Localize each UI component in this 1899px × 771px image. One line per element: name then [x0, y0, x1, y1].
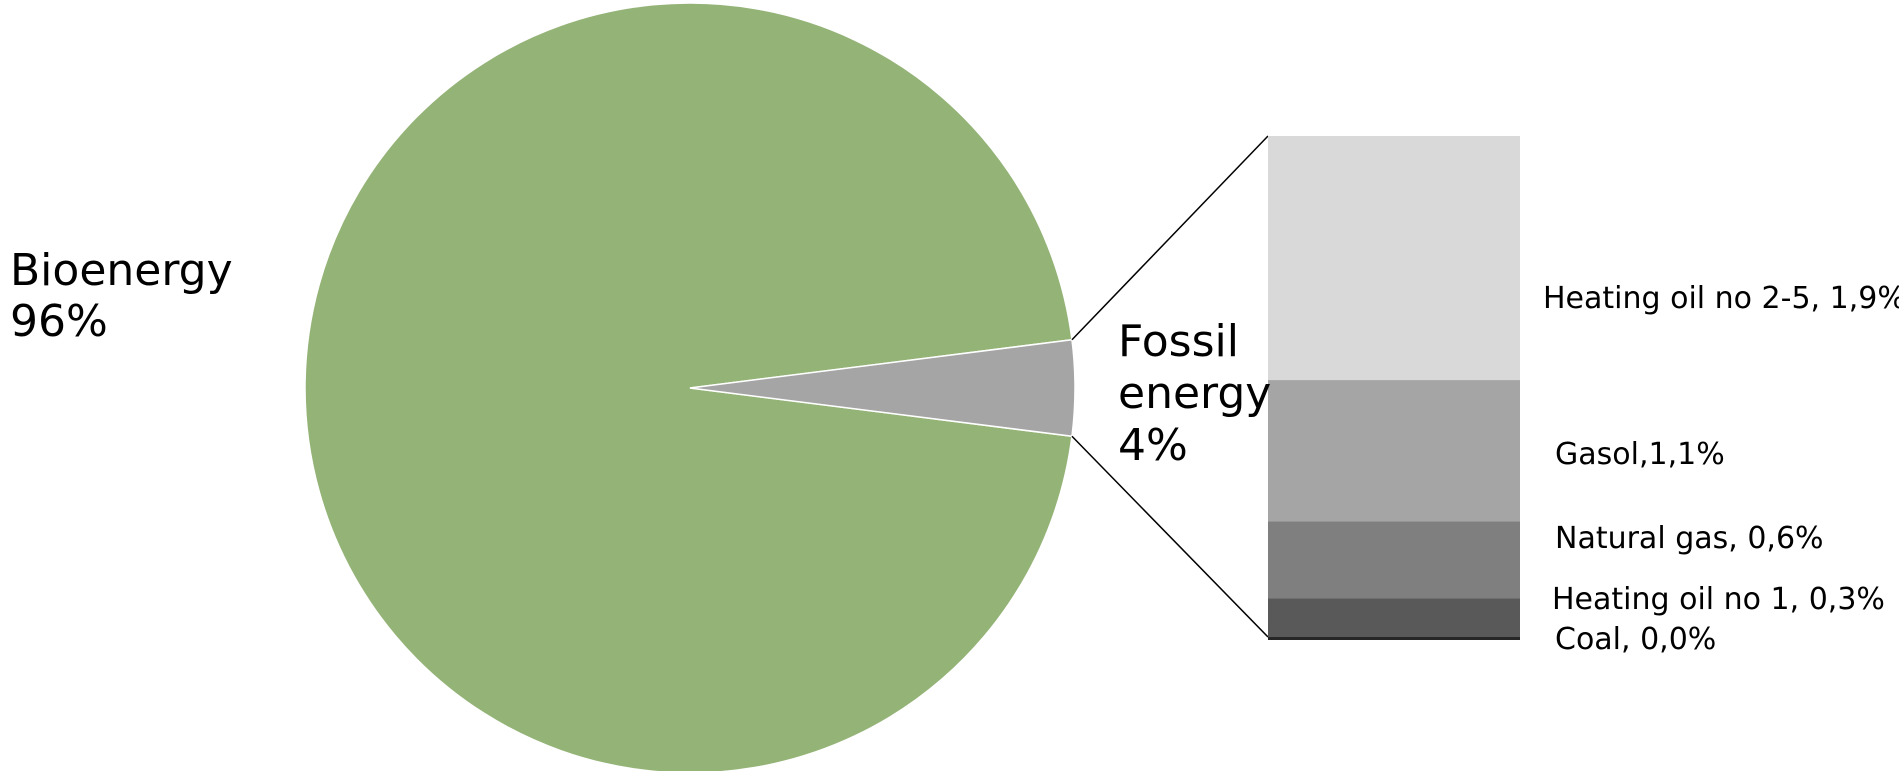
connector-lines	[1071, 135, 1269, 638]
stack-label-gasol: Gasol,1,1%	[1555, 437, 1725, 472]
pie-label-bioenergy: Bioenergy 96%	[10, 245, 233, 347]
pie-label-fossil-energy: Fossil energy 4%	[1118, 316, 1271, 471]
pie-slice-bioenergy	[304, 2, 1073, 771]
stack-bar-group	[1268, 136, 1520, 640]
connector-line-bottom	[1071, 435, 1269, 638]
stack-segment-natural-gas	[1268, 521, 1520, 599]
connector-line-top	[1071, 135, 1269, 341]
stack-label-natural-gas: Natural gas, 0,6%	[1555, 521, 1824, 556]
stack-segment-gasol	[1268, 380, 1520, 522]
stack-label-heating-oil-no-1: Heating oil no 1, 0,3%	[1552, 582, 1885, 617]
labels-group: Bioenergy 96% Fossil energy 4% Heating oil no…	[10, 245, 1899, 657]
pie-group	[304, 2, 1076, 771]
stack-segment-heating-oil-no-1	[1268, 598, 1520, 637]
stack-label-coal: Coal, 0,0%	[1555, 622, 1716, 657]
stack-segment-heating-oil-no-2-5	[1268, 136, 1520, 381]
stack-label-heating-oil-no-2-5: Heating oil no 2-5, 1,9%	[1543, 281, 1899, 316]
pie-slice-fossil-energy	[689, 338, 1076, 438]
stack-segment-coal	[1268, 637, 1520, 640]
